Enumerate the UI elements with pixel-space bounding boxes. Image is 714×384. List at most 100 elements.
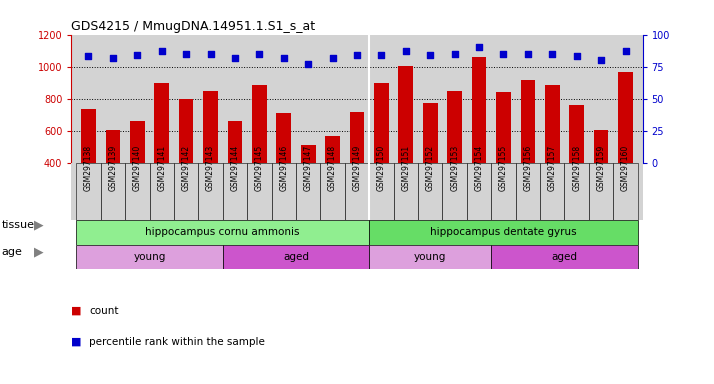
Bar — [301, 145, 316, 163]
Bar — [130, 121, 145, 163]
Text: GSM297141: GSM297141 — [157, 144, 166, 190]
Point — [205, 51, 216, 57]
Point — [156, 48, 167, 55]
Bar — [496, 92, 511, 163]
Text: young: young — [134, 252, 166, 262]
Point — [351, 52, 363, 58]
Bar — [223, 163, 247, 220]
Bar — [81, 109, 96, 163]
Point — [400, 48, 411, 55]
Point — [278, 55, 289, 61]
Point — [107, 55, 119, 61]
Point — [425, 52, 436, 58]
Point — [522, 51, 533, 57]
Bar — [76, 163, 101, 220]
Bar — [467, 163, 491, 220]
Bar — [374, 83, 388, 163]
Bar — [350, 113, 364, 163]
Bar — [418, 163, 443, 220]
Text: GSM297159: GSM297159 — [597, 144, 605, 190]
Point — [83, 53, 94, 60]
Bar — [271, 163, 296, 220]
Text: GSM297153: GSM297153 — [450, 144, 459, 190]
Text: percentile rank within the sample: percentile rank within the sample — [89, 337, 265, 347]
Text: GSM297144: GSM297144 — [231, 144, 239, 190]
Point — [253, 51, 265, 57]
Bar — [491, 163, 516, 220]
Bar — [540, 163, 565, 220]
Point — [327, 55, 338, 61]
Bar — [521, 79, 536, 163]
Point — [181, 51, 192, 57]
Text: hippocampus cornu ammonis: hippocampus cornu ammonis — [146, 227, 300, 237]
Text: GSM297151: GSM297151 — [401, 144, 411, 190]
Point — [498, 51, 509, 57]
Bar — [228, 121, 242, 163]
Text: GSM297156: GSM297156 — [523, 144, 533, 190]
Point — [620, 48, 631, 55]
Bar — [472, 57, 486, 163]
Text: GSM297160: GSM297160 — [621, 144, 630, 190]
Bar — [545, 85, 560, 163]
Text: GSM297143: GSM297143 — [206, 144, 215, 190]
Point — [595, 57, 607, 63]
Bar — [125, 163, 149, 220]
Text: GSM297154: GSM297154 — [475, 144, 483, 190]
Text: GSM297157: GSM297157 — [548, 144, 557, 190]
Bar — [447, 91, 462, 163]
Bar — [276, 113, 291, 163]
Text: count: count — [89, 306, 119, 316]
Text: GSM297138: GSM297138 — [84, 144, 93, 190]
Point — [131, 52, 143, 58]
Text: GSM297150: GSM297150 — [377, 144, 386, 190]
Bar — [565, 163, 589, 220]
Bar — [149, 163, 174, 220]
Text: GSM297140: GSM297140 — [133, 144, 142, 190]
Text: ■: ■ — [71, 306, 82, 316]
Bar — [76, 220, 369, 245]
Bar — [106, 130, 120, 163]
Bar — [223, 245, 369, 269]
Bar — [618, 72, 633, 163]
Text: GSM297145: GSM297145 — [255, 144, 264, 190]
Point — [449, 51, 461, 57]
Bar — [252, 85, 267, 163]
Text: ▶: ▶ — [34, 218, 44, 231]
Bar — [491, 245, 638, 269]
Bar — [589, 163, 613, 220]
Text: ■: ■ — [71, 337, 82, 347]
Bar — [569, 105, 584, 163]
Text: ▶: ▶ — [34, 245, 44, 258]
Text: GSM297155: GSM297155 — [499, 144, 508, 190]
Bar — [613, 163, 638, 220]
Bar — [326, 136, 340, 163]
Text: GSM297139: GSM297139 — [109, 144, 117, 190]
Text: aged: aged — [551, 252, 578, 262]
Bar — [594, 130, 608, 163]
Bar — [321, 163, 345, 220]
Bar — [178, 99, 193, 163]
Bar — [398, 66, 413, 163]
Point — [376, 52, 387, 58]
Text: hippocampus dentate gyrus: hippocampus dentate gyrus — [430, 227, 577, 237]
Point — [473, 44, 485, 50]
Bar — [296, 163, 321, 220]
Bar — [369, 220, 638, 245]
Bar — [203, 91, 218, 163]
Point — [547, 51, 558, 57]
Point — [229, 55, 241, 61]
Bar — [443, 163, 467, 220]
Text: GSM297148: GSM297148 — [328, 144, 337, 190]
Text: GSM297152: GSM297152 — [426, 144, 435, 190]
Bar — [154, 83, 169, 163]
Bar — [369, 245, 491, 269]
Bar — [174, 163, 198, 220]
Bar — [393, 163, 418, 220]
Bar — [369, 163, 393, 220]
Text: tissue: tissue — [1, 220, 34, 230]
Text: GSM297146: GSM297146 — [279, 144, 288, 190]
Text: aged: aged — [283, 252, 309, 262]
Text: age: age — [1, 247, 22, 257]
Text: GDS4215 / MmugDNA.14951.1.S1_s_at: GDS4215 / MmugDNA.14951.1.S1_s_at — [71, 20, 316, 33]
Point — [571, 53, 583, 60]
